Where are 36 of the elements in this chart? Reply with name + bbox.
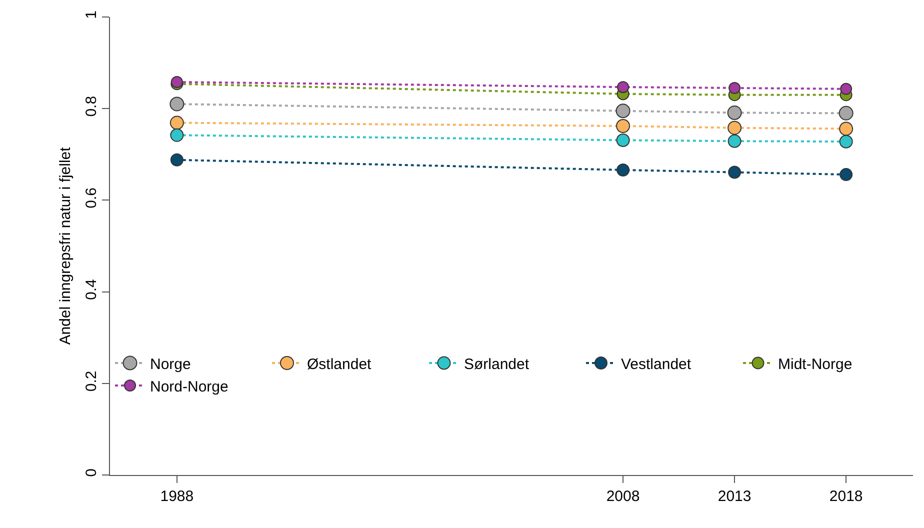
x-tick-label: 1988	[160, 488, 194, 505]
y-tick-label: 0.4	[83, 279, 100, 300]
point	[170, 116, 184, 130]
y-tick-label: 0.2	[83, 370, 100, 392]
point	[839, 122, 854, 136]
point	[170, 128, 184, 142]
y-tick-label: 1	[83, 10, 100, 19]
point	[170, 153, 184, 166]
legend-label: Norge	[150, 356, 191, 373]
y-tick-label: 0.6	[83, 188, 100, 208]
point	[838, 106, 854, 120]
legend-label: Nord-Norge	[150, 378, 228, 396]
point	[728, 82, 741, 94]
y-axis-title: Andel inngrepsfri natur i fjellet	[57, 146, 74, 345]
point	[617, 81, 630, 94]
point	[616, 119, 630, 133]
point	[170, 96, 184, 112]
x-tick-label: 2018	[829, 488, 863, 505]
x-tick-label: 2013	[718, 488, 752, 505]
point	[616, 104, 630, 118]
x-tick-label: 2008	[606, 488, 640, 505]
legend-label: Sørlandet	[464, 356, 530, 373]
point	[616, 163, 630, 176]
point	[728, 120, 742, 135]
point	[728, 134, 742, 148]
legend-label: Midt-Norge	[778, 356, 852, 373]
point	[728, 166, 742, 179]
point	[840, 168, 853, 182]
legend-label: Østlandet	[307, 356, 372, 373]
point	[727, 105, 742, 120]
y-tick-label: 0.8	[83, 96, 100, 117]
point	[840, 82, 852, 95]
point	[839, 134, 853, 148]
y-tick-label: 0	[83, 468, 100, 477]
point	[616, 133, 630, 147]
legend-label: Vestlandet	[621, 356, 692, 373]
